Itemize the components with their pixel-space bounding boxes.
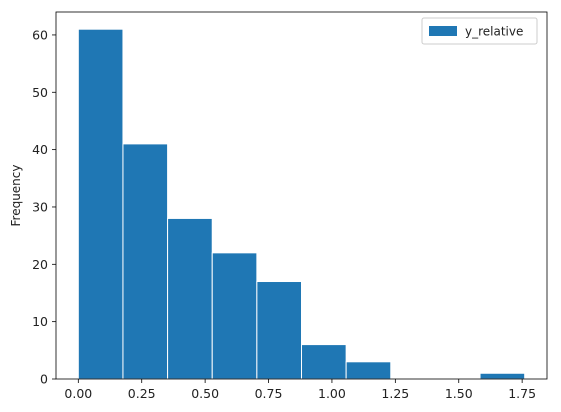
- legend-swatch: [429, 26, 457, 36]
- histogram-bar-4: [256, 281, 303, 380]
- histogram-bar-5: [301, 344, 347, 380]
- x-tick-label: 0.25: [128, 386, 156, 401]
- y-tick-label: 10: [32, 314, 48, 329]
- y-tick-label: 20: [32, 257, 48, 272]
- x-tick-label: 1.50: [445, 386, 473, 401]
- y-tick-label: 50: [32, 85, 48, 100]
- histogram-bar-3: [211, 252, 258, 380]
- y-axis-ticks: 0 10 20 30 40 50 60: [32, 27, 56, 387]
- legend-label: y_relative: [465, 25, 523, 39]
- x-tick-label: 1.00: [318, 386, 346, 401]
- plot-frame: [55, 11, 548, 380]
- y-tick-label: 0: [40, 372, 48, 387]
- histogram-bar-0: [77, 28, 124, 380]
- histogram-bar-2: [167, 217, 213, 380]
- x-tick-label: 1.75: [508, 386, 536, 401]
- x-tick-label: 0.00: [64, 386, 92, 401]
- x-tick-label: 0.75: [255, 386, 283, 401]
- y-tick-label: 30: [32, 199, 48, 214]
- histogram-bar-1: [122, 143, 169, 380]
- y-tick-label: 60: [32, 27, 48, 42]
- histogram-bar-6: [345, 361, 392, 380]
- legend-box: [421, 17, 538, 45]
- bars-group: [77, 28, 526, 380]
- x-axis-ticks: 0.00 0.25 0.50 0.75 1.00 1.25 1.50 1.75: [64, 379, 536, 401]
- histogram-bar-9: [479, 372, 526, 380]
- y-axis-label: Frequency: [9, 165, 23, 227]
- legend: y_relative: [421, 17, 538, 45]
- x-tick-label: 0.50: [191, 386, 219, 401]
- y-tick-label: 40: [32, 142, 48, 157]
- x-tick-label: 1.25: [381, 386, 409, 401]
